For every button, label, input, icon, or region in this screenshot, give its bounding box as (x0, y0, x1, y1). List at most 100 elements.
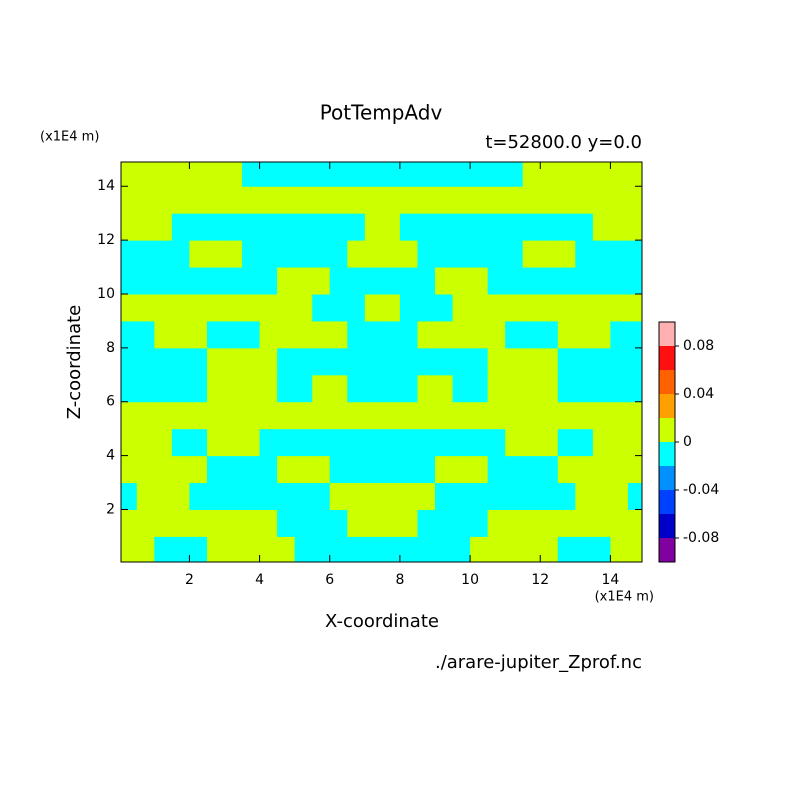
contour-cell (627, 428, 643, 457)
contour-cell (452, 401, 471, 430)
contour-cell (592, 186, 611, 214)
contour-cell (329, 536, 348, 563)
contour-cell (312, 213, 331, 241)
contour-cell (382, 428, 401, 457)
contour-field (121, 162, 643, 563)
plot-frame (120, 161, 643, 563)
contour-cell (277, 401, 296, 430)
contour-cell (171, 162, 190, 187)
contour-cell (557, 482, 576, 510)
contour-cell (452, 320, 471, 349)
contour-cell (435, 455, 454, 484)
contour-cell (487, 347, 506, 376)
contour-cell (470, 162, 489, 187)
contour-cell (540, 482, 559, 510)
contour-cell (417, 320, 436, 349)
contour-cell (154, 509, 173, 537)
contour-cell (522, 428, 541, 457)
contour-cell (224, 509, 243, 537)
contour-cell (136, 455, 155, 484)
contour-cell (435, 186, 454, 214)
contour-cell (224, 186, 243, 214)
contour-cell (592, 536, 611, 563)
contour-cell (171, 267, 190, 295)
contour-cell (136, 509, 155, 537)
contour-cell (312, 320, 331, 349)
contour-cell (399, 536, 418, 563)
colorbar-tick-label: -0.08 (683, 530, 719, 546)
contour-cell (470, 320, 489, 349)
contour-cell (522, 347, 541, 376)
contour-cell (417, 162, 436, 187)
contour-cell (259, 267, 278, 295)
contour-cell (294, 401, 313, 430)
contour-cell (206, 213, 225, 241)
contour-cell (435, 213, 454, 241)
contour-cell (505, 186, 524, 214)
contour-cell (171, 401, 190, 430)
contour-cell (417, 186, 436, 214)
contour-cell (347, 509, 366, 537)
contour-cell (121, 482, 138, 510)
contour-cell (382, 482, 401, 510)
contour-cell (154, 320, 173, 349)
contour-cell (294, 347, 313, 376)
contour-cell (470, 509, 489, 537)
contour-cell (364, 240, 383, 268)
contour-cell (206, 347, 225, 376)
contour-cell (522, 401, 541, 430)
contour-cell (382, 240, 401, 268)
contour-cell (627, 347, 643, 376)
contour-cell (294, 428, 313, 457)
contour-cell (347, 320, 366, 349)
y-tick-label: 6 (106, 394, 115, 410)
contour-cell (136, 401, 155, 430)
contour-cell (347, 293, 366, 322)
contour-cell (610, 428, 629, 457)
contour-cell (399, 347, 418, 376)
contour-cell (505, 455, 524, 484)
contour-cell (470, 536, 489, 563)
contour-cell (610, 482, 629, 510)
contour-cell (312, 482, 331, 510)
x-tick-label: 4 (255, 572, 264, 588)
contour-cell (312, 509, 331, 537)
contour-cell (417, 428, 436, 457)
contour-cell (627, 482, 643, 510)
contour-cell (540, 240, 559, 268)
contour-cell (312, 293, 331, 322)
contour-cell (121, 186, 138, 214)
contour-cell (399, 428, 418, 457)
contour-cell (505, 428, 524, 457)
contour-cell (557, 240, 576, 268)
contour-cell (364, 162, 383, 187)
contour-cell (417, 267, 436, 295)
contour-cell (189, 509, 208, 537)
contour-cell (382, 162, 401, 187)
contour-cell (610, 401, 629, 430)
contour-cell (259, 428, 278, 457)
contour-cell (259, 455, 278, 484)
y-tick-label: 2 (106, 501, 115, 517)
contour-cell (417, 455, 436, 484)
contour-cell (435, 240, 454, 268)
contour-cell (452, 213, 471, 241)
contour-cell (329, 267, 348, 295)
colorbar-tick-label: 0.08 (683, 338, 714, 354)
contour-cell (224, 213, 243, 241)
contour-cell (329, 347, 348, 376)
contour-cell (277, 455, 296, 484)
contour-cell (294, 455, 313, 484)
contour-cell (522, 186, 541, 214)
contour-cell (189, 267, 208, 295)
contour-cell (557, 347, 576, 376)
contour-cell (435, 428, 454, 457)
contour-cell (505, 320, 524, 349)
contour-cell (242, 374, 261, 403)
contour-cell (592, 320, 611, 349)
contour-cell (557, 162, 576, 187)
contour-cell (487, 240, 506, 268)
x-tick-label: 8 (395, 572, 404, 588)
contour-cell (136, 536, 155, 563)
contour-cell (242, 186, 261, 214)
